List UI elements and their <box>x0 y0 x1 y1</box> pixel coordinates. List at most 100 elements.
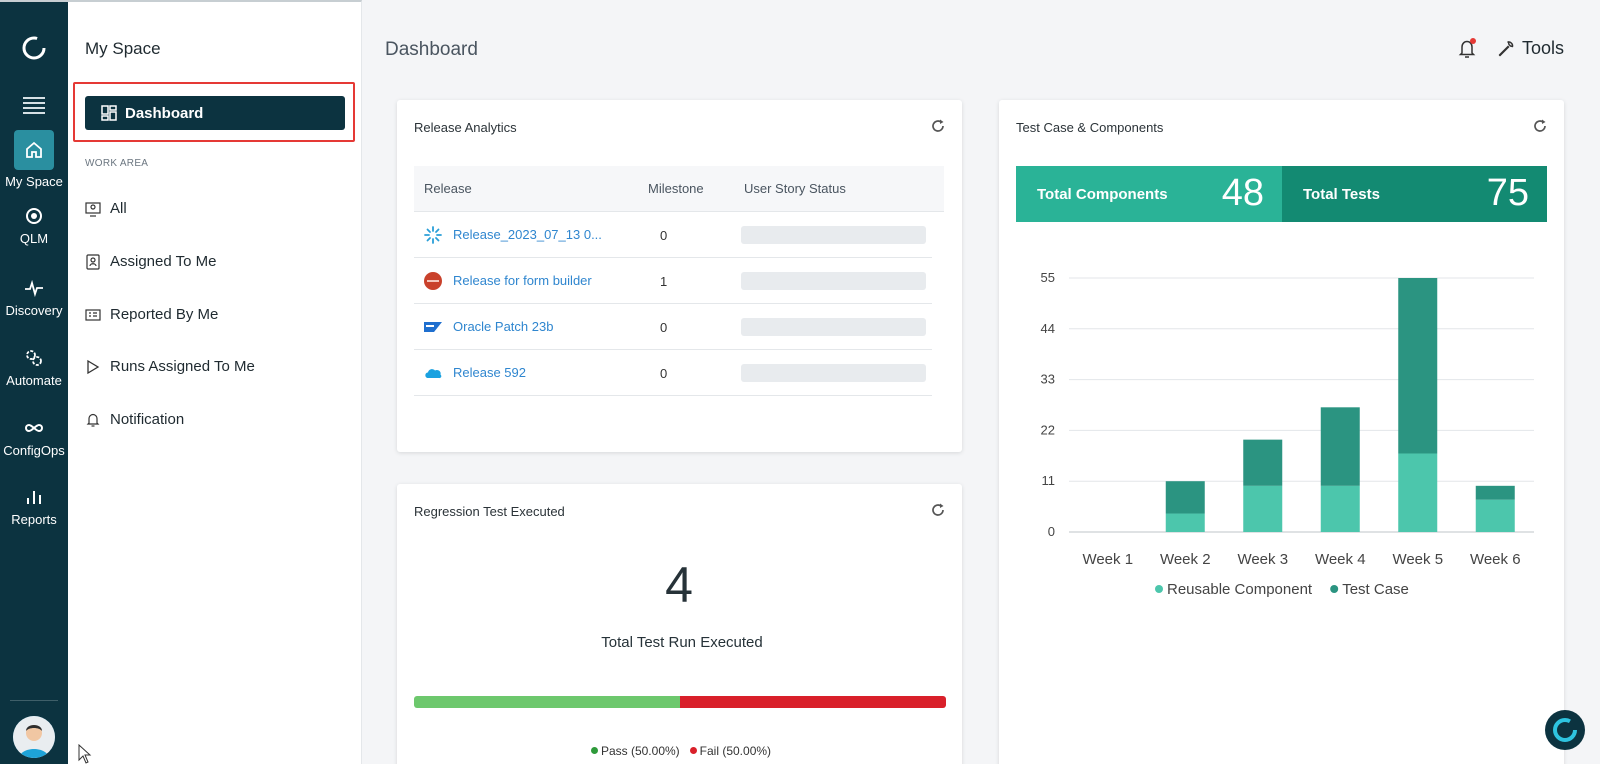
y-tick-label: 0 <box>1048 524 1055 539</box>
weekly-stacked-bar-chart: 0 11 22 33 44 55 Week 1 Week 2 Week 3 Week 4 Week … <box>1041 270 1534 598</box>
workspace-sidebar: My Space Dashboard WORK AREA All Assigne… <box>68 0 362 764</box>
help-button[interactable] <box>1545 710 1585 750</box>
sidebar-item-notification[interactable]: Notification <box>85 411 184 428</box>
mouse-cursor-icon <box>78 744 92 764</box>
bar-test-case[interactable] <box>1320 407 1360 486</box>
release-name-link[interactable]: Release for form builder <box>453 273 592 288</box>
left-rail: My Space QLM Discovery Automate ConfigOp… <box>0 0 68 764</box>
sidebar-item-assigned-to-me[interactable]: Assigned To Me <box>85 253 216 270</box>
legend-label[interactable]: Reusable Component <box>1167 581 1313 598</box>
release-name-link[interactable]: Release 592 <box>453 365 526 380</box>
sidebar-item-label: All <box>110 200 127 217</box>
dashboard-highlight: Dashboard <box>73 82 355 142</box>
rail-item-configops[interactable]: ConfigOps <box>0 417 68 458</box>
pass-legend-label[interactable]: Pass (50.00%) <box>600 744 680 758</box>
bar-reusable-component[interactable] <box>1243 485 1283 532</box>
target-icon <box>26 208 42 224</box>
notification-dot <box>1470 38 1476 44</box>
x-tick-label: Week 2 <box>1160 551 1211 568</box>
table-row[interactable]: Oracle Patch 23b 0 <box>414 304 932 350</box>
bar-reusable-component[interactable] <box>1475 499 1515 532</box>
milestone-count: 0 <box>660 320 668 335</box>
table-row[interactable]: Release for form builder 1 <box>414 258 932 304</box>
sidebar-item-label: Dashboard <box>125 104 204 122</box>
rail-item-qlm[interactable]: QLM <box>0 205 68 246</box>
hamburger-menu-icon[interactable] <box>23 97 45 114</box>
sidebar-item-reported-by-me[interactable]: Reported By Me <box>85 306 218 323</box>
user-badge-icon <box>86 253 100 270</box>
help-logo-icon <box>1553 718 1577 742</box>
sidebar-item-dashboard[interactable]: Dashboard <box>85 96 345 130</box>
test-case-components-card: Test Case & Components Total Components … <box>999 100 1564 764</box>
notification-bell-button[interactable] <box>1457 38 1477 60</box>
pass-legend-dot <box>590 747 598 754</box>
milestone-count: 0 <box>660 366 668 381</box>
fail-segment[interactable] <box>680 696 946 708</box>
table-row[interactable]: Release 592 0 <box>414 350 932 396</box>
release-name-link[interactable]: Oracle Patch 23b <box>453 319 554 334</box>
total-components-tile: Total Components 48 <box>1016 166 1282 222</box>
refresh-icon[interactable] <box>930 502 946 518</box>
column-header[interactable]: Milestone <box>648 181 704 196</box>
play-icon <box>87 359 100 374</box>
sap-logo-icon <box>424 322 442 332</box>
red-circle-logo-icon <box>424 272 442 290</box>
rail-item-label: ConfigOps <box>3 443 65 458</box>
release-name-link[interactable]: Release_2023_07_13 0... <box>453 227 602 242</box>
bar-test-case[interactable] <box>1475 485 1515 500</box>
rail-item-label: My Space <box>5 174 63 189</box>
table-row[interactable]: Release_2023_07_13 0... 0 <box>414 212 932 258</box>
card-title: Test Case & Components <box>1016 120 1164 135</box>
id-card-icon <box>85 308 101 321</box>
sidebar-item-label: Reported By Me <box>110 306 219 323</box>
dashboard-icon <box>101 105 117 121</box>
column-header[interactable]: User Story Status <box>744 181 846 196</box>
bar-test-case[interactable] <box>1165 481 1205 514</box>
y-tick-label: 11 <box>1042 473 1056 488</box>
fail-legend-label[interactable]: Fail (50.00%) <box>699 744 772 758</box>
user-story-status-bar <box>741 226 926 244</box>
card-title: Regression Test Executed <box>414 504 565 519</box>
bar-test-case[interactable] <box>1398 278 1438 454</box>
pass-fail-bar <box>414 696 946 708</box>
refresh-icon[interactable] <box>1532 118 1548 134</box>
rail-item-discovery[interactable]: Discovery <box>0 277 68 318</box>
avatar[interactable] <box>13 716 55 758</box>
bell-icon <box>1458 40 1476 58</box>
bar-chart-icon <box>27 491 41 504</box>
sidebar-item-label: Notification <box>110 411 185 428</box>
rail-item-my-space[interactable]: My Space <box>0 130 68 189</box>
refresh-icon[interactable] <box>930 118 946 134</box>
bar-reusable-component[interactable] <box>1398 453 1438 532</box>
x-tick-label: Week 1 <box>1082 551 1133 568</box>
app-logo-icon[interactable] <box>21 35 47 61</box>
y-tick-label: 33 <box>1041 372 1055 387</box>
sidebar-item-all[interactable]: All <box>85 200 127 217</box>
rail-item-reports[interactable]: Reports <box>0 486 68 527</box>
total-components-label: Total Components <box>1037 186 1168 203</box>
gears-icon <box>26 350 42 366</box>
legend-dot <box>1330 585 1339 593</box>
sidebar-title: My Space <box>85 39 161 58</box>
pass-segment[interactable] <box>414 696 680 708</box>
monitor-user-icon <box>85 201 101 217</box>
bar-reusable-component[interactable] <box>1165 513 1205 532</box>
tools-button[interactable]: Tools <box>1497 38 1564 59</box>
sidebar-item-runs-assigned-to-me[interactable]: Runs Assigned To Me <box>85 358 255 375</box>
legend-label[interactable]: Test Case <box>1342 581 1409 598</box>
pulse-icon <box>25 279 43 298</box>
column-header[interactable]: Release <box>424 181 472 196</box>
rail-item-label: QLM <box>19 231 49 246</box>
bar-test-case[interactable] <box>1243 439 1283 486</box>
pass-fail-legend: Pass (50.00%) Fail (50.00%) <box>397 744 965 758</box>
card-title: Release Analytics <box>414 120 517 135</box>
page-title: Dashboard <box>385 39 478 60</box>
rail-item-automate[interactable]: Automate <box>0 347 68 388</box>
user-story-status-bar <box>741 272 926 290</box>
bar-reusable-component[interactable] <box>1320 485 1360 532</box>
user-story-status-bar <box>741 318 926 336</box>
table-header: Release Milestone User Story Status <box>414 166 944 212</box>
total-runs-label: Total Test Run Executed <box>601 634 763 651</box>
spark-logo-icon <box>424 226 442 244</box>
bell-icon <box>86 413 100 427</box>
